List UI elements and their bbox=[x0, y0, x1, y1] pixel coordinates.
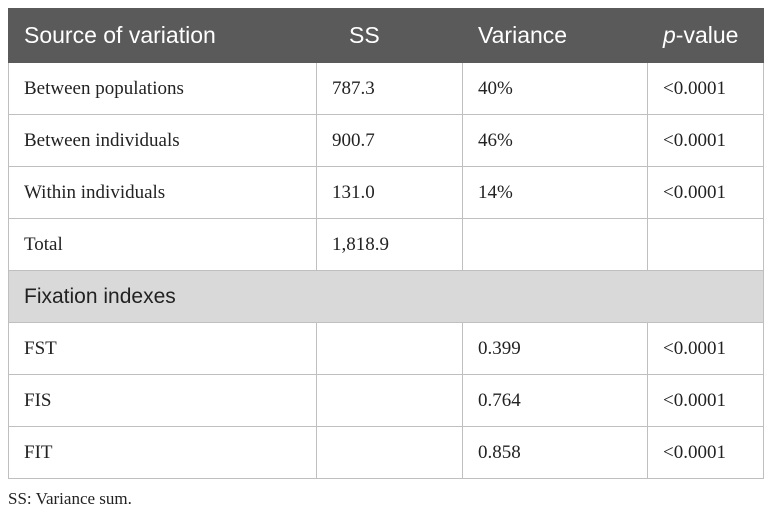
table-cell: 40% bbox=[462, 62, 648, 115]
header-text-italic: p bbox=[663, 22, 676, 48]
table-cell: 900.7 bbox=[316, 114, 463, 167]
table-cell: 0.399 bbox=[462, 322, 648, 375]
empty-cell bbox=[316, 374, 463, 427]
section-cell: Fixation indexes bbox=[8, 270, 764, 323]
empty-cell bbox=[647, 218, 764, 271]
table-cell: FST bbox=[8, 322, 317, 375]
table-cell: <0.0001 bbox=[647, 322, 764, 375]
table-cell: Total bbox=[8, 218, 317, 271]
header-cell: p-value bbox=[647, 8, 764, 63]
table-cell: <0.0001 bbox=[647, 166, 764, 219]
header-cell: SS bbox=[316, 8, 463, 63]
table-row: FST 0.399 <0.0001 bbox=[8, 322, 764, 375]
table-cell: 131.0 bbox=[316, 166, 463, 219]
table-cell: 787.3 bbox=[316, 62, 463, 115]
results-table: Source of variation SS Variance p-value Bet… bbox=[8, 8, 764, 479]
table-cell: <0.0001 bbox=[647, 426, 764, 479]
header-cell: Source of variation bbox=[8, 8, 317, 63]
table-cell: 1,818.9 bbox=[316, 218, 463, 271]
header-text: -value bbox=[675, 22, 739, 48]
empty-cell bbox=[462, 218, 648, 271]
table-row: Within individuals 131.0 14% <0.0001 bbox=[8, 166, 764, 219]
table-cell: <0.0001 bbox=[647, 374, 764, 427]
table-row: Between populations 787.3 40% <0.0001 bbox=[8, 62, 764, 115]
table-cell: 0.858 bbox=[462, 426, 648, 479]
table-row: Between individuals 900.7 46% <0.0001 bbox=[8, 114, 764, 167]
header-cell: Variance bbox=[462, 8, 648, 63]
empty-cell bbox=[316, 426, 463, 479]
table-row: Total 1,818.9 bbox=[8, 218, 764, 271]
table-cell: <0.0001 bbox=[647, 62, 764, 115]
table-cell: FIT bbox=[8, 426, 317, 479]
table-cell: <0.0001 bbox=[647, 114, 764, 167]
section-row: Fixation indexes bbox=[8, 270, 764, 323]
table-cell: Within individuals bbox=[8, 166, 317, 219]
table-cell: 0.764 bbox=[462, 374, 648, 427]
table-cell: 46% bbox=[462, 114, 648, 167]
table-cell: Between individuals bbox=[8, 114, 317, 167]
table-row: FIT 0.858 <0.0001 bbox=[8, 426, 764, 479]
table-cell: FIS bbox=[8, 374, 317, 427]
table-row: FIS 0.764 <0.0001 bbox=[8, 374, 764, 427]
header-row: Source of variation SS Variance p-value bbox=[8, 8, 764, 63]
table-cell: 14% bbox=[462, 166, 648, 219]
empty-cell bbox=[316, 322, 463, 375]
table-cell: Between populations bbox=[8, 62, 317, 115]
footnote: SS: Variance sum. bbox=[8, 489, 132, 508]
